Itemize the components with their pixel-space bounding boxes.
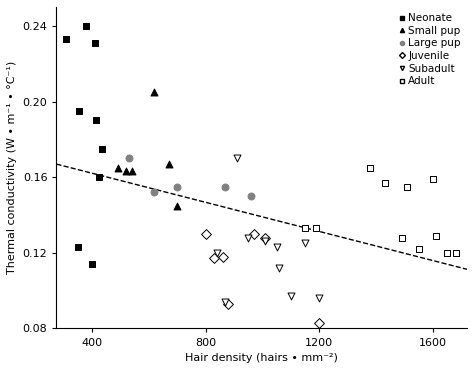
Point — [301, 225, 309, 231]
Point — [63, 36, 70, 42]
Point — [114, 165, 121, 171]
Point — [210, 256, 218, 262]
Point — [273, 244, 281, 250]
Point — [128, 168, 136, 174]
Point — [233, 155, 241, 161]
Point — [429, 176, 437, 182]
Point — [75, 108, 83, 114]
Point — [92, 117, 100, 123]
Point — [245, 235, 252, 241]
Point — [98, 146, 106, 152]
Point — [222, 299, 229, 305]
X-axis label: Hair density (hairs • mm⁻²): Hair density (hairs • mm⁻²) — [185, 353, 338, 363]
Point — [213, 250, 221, 256]
Point — [122, 168, 130, 174]
Point — [452, 250, 459, 256]
Point — [151, 89, 158, 95]
Point — [316, 320, 323, 326]
Point — [381, 180, 388, 186]
Point — [250, 231, 258, 237]
Point — [165, 161, 173, 167]
Point — [151, 189, 158, 195]
Point — [276, 265, 283, 271]
Point — [91, 40, 99, 46]
Point — [398, 235, 405, 241]
Y-axis label: Thermal conductivity (W • m⁻¹ • °C⁻¹): Thermal conductivity (W • m⁻¹ • °C⁻¹) — [7, 61, 17, 274]
Point — [173, 203, 181, 209]
Legend: Neonate, Small pup, Large pup, Juvenile, Subadult, Adult: Neonate, Small pup, Large pup, Juvenile,… — [397, 12, 462, 87]
Point — [301, 240, 309, 246]
Point — [247, 193, 255, 199]
Point — [262, 239, 269, 245]
Point — [222, 184, 229, 189]
Point — [262, 235, 269, 241]
Point — [82, 23, 90, 29]
Point — [287, 293, 295, 299]
Point — [225, 301, 232, 307]
Point — [173, 184, 181, 189]
Point — [443, 250, 451, 256]
Point — [74, 244, 82, 250]
Point — [95, 174, 103, 180]
Point — [219, 254, 227, 260]
Point — [313, 225, 320, 231]
Point — [432, 233, 439, 239]
Point — [125, 155, 133, 161]
Point — [403, 184, 411, 189]
Point — [202, 231, 210, 237]
Point — [88, 261, 96, 267]
Point — [367, 165, 374, 171]
Point — [316, 295, 323, 301]
Point — [415, 246, 422, 252]
